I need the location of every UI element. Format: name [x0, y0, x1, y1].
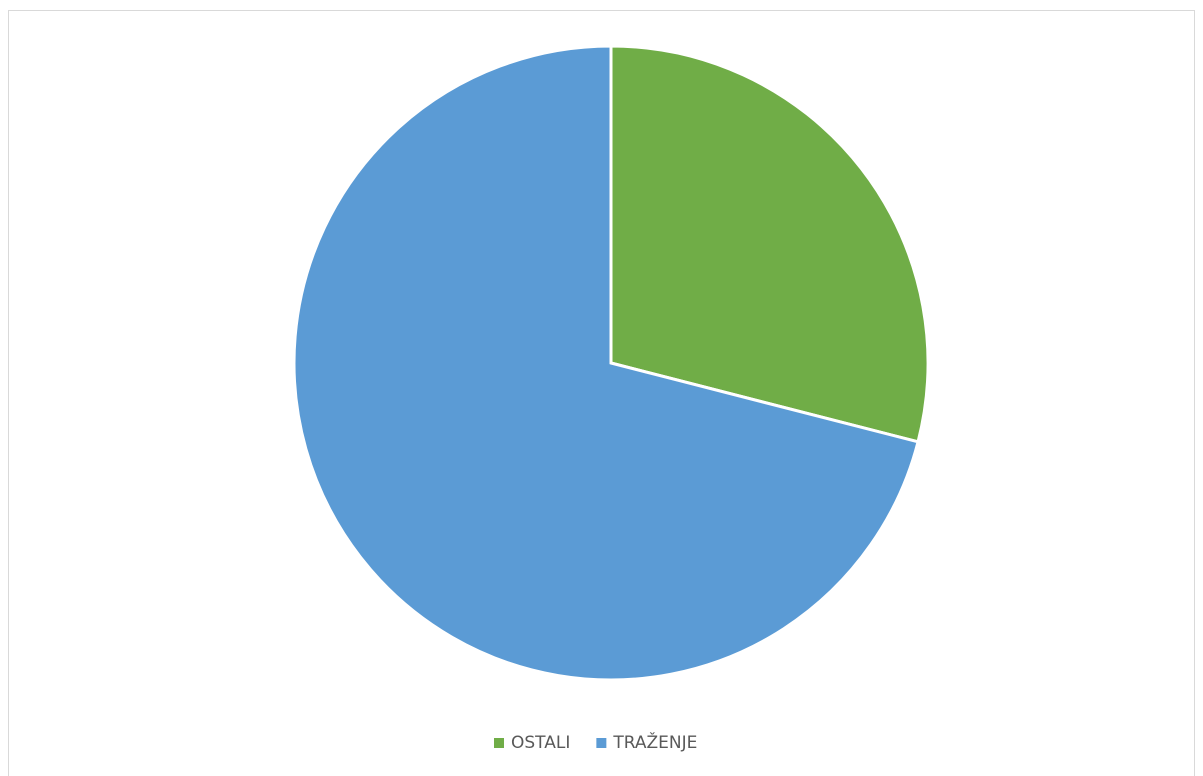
legend-label: TRAŽENJE — [612, 731, 697, 753]
pie-slice — [609, 44, 930, 444]
legend-swatch — [494, 738, 504, 748]
pie-slice — [292, 44, 920, 682]
legend-label: OSTALI — [511, 733, 570, 753]
legend-swatch — [596, 738, 607, 748]
